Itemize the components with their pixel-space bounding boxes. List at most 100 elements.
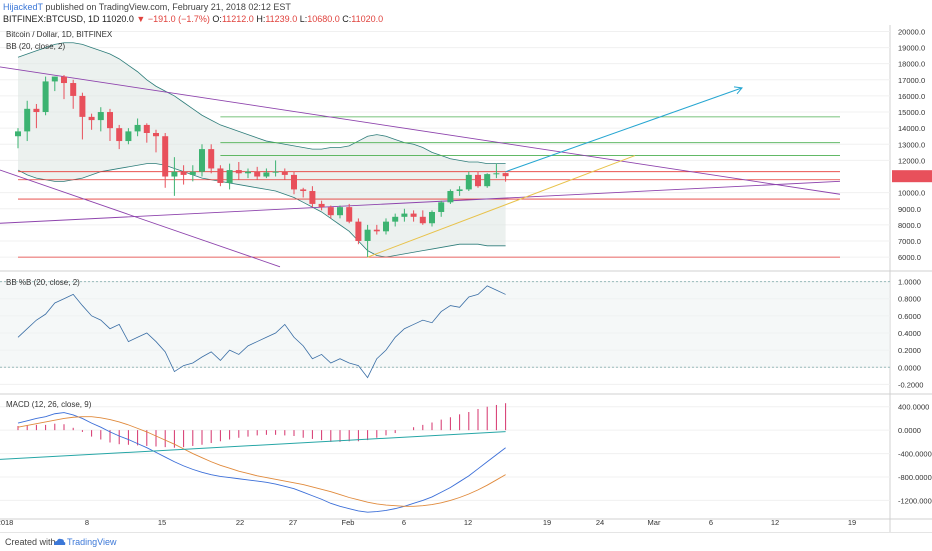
x-tick-label: 24 — [596, 518, 604, 527]
candle-body — [502, 173, 509, 177]
y-tick-label: 0.0000 — [898, 363, 921, 372]
x-tick-label: 19 — [543, 518, 551, 527]
x-tick-label: 8 — [85, 518, 89, 527]
y-tick-label: 8000.0 — [898, 221, 921, 230]
close-value: 11020.0 — [351, 14, 384, 24]
candle-body — [263, 172, 270, 177]
last-price: 11020.0 — [102, 14, 134, 24]
y-tick-label: 0.2000 — [898, 346, 921, 355]
bb-indicator-label: BB (20, close, 2) — [6, 42, 65, 51]
purple-trendline — [0, 169, 281, 268]
candle-body — [33, 108, 40, 113]
candle-body — [15, 131, 21, 137]
candle-body — [401, 213, 408, 217]
purple-trendline — [0, 66, 841, 195]
y-tick-label: 400.0000 — [898, 403, 929, 412]
candle-body — [245, 171, 251, 174]
macd-line — [17, 412, 506, 513]
y-tick-label: 7000.0 — [898, 237, 921, 246]
candle-body — [447, 191, 454, 203]
price-change: −191.0 (−1.7%) — [147, 14, 210, 24]
y-tick-label: 13000.0 — [898, 140, 925, 149]
tradingview-logo-icon — [52, 537, 66, 549]
candle-body — [337, 207, 343, 216]
y-tick-label: 6000.0 — [898, 253, 921, 262]
candle-body — [171, 171, 178, 177]
chart-canvas[interactable]: 20000.0 19000.0 18000.0 17000.0 16000.0 15000… — [0, 25, 932, 532]
candle-body — [327, 207, 334, 216]
candle-body — [475, 174, 481, 187]
candle-body — [79, 95, 86, 117]
candle-body — [153, 132, 159, 137]
arrow-head-icon — [733, 86, 743, 95]
candle-body — [465, 174, 472, 190]
candle-body — [300, 189, 307, 192]
candle-body — [70, 83, 77, 96]
bbp-line — [17, 285, 506, 379]
symbol-info: BITFINEX:BTCUSD, 1D 11020.0 ▼ −191.0 (−1… — [3, 14, 383, 24]
y-tick-label: 14000.0 — [898, 124, 925, 133]
y-tick-label: 0.6000 — [898, 312, 921, 321]
candle-body — [410, 213, 417, 217]
y-tick-label: 12000.0 — [898, 156, 925, 165]
x-tick-label: Feb — [342, 518, 355, 527]
candle-body — [116, 128, 123, 142]
candle-body — [419, 216, 426, 224]
candle-body — [291, 174, 297, 190]
last-price-marker — [892, 170, 932, 183]
publish-info: HijackedT published on TradingView.com, … — [3, 2, 291, 12]
candle-body — [309, 191, 316, 204]
x-tick-label: 6 — [709, 518, 713, 527]
y-tick-label: 9000.0 — [898, 205, 921, 214]
candle-body — [346, 207, 353, 222]
candle-body — [162, 136, 169, 177]
open-value: 11212.0 — [221, 14, 254, 24]
x-tick-label: 6 — [402, 518, 406, 527]
candle-body — [373, 229, 380, 232]
candle-body — [272, 171, 279, 173]
y-tick-label: 19000.0 — [898, 44, 925, 53]
x-tick-label: Mar — [648, 518, 661, 527]
candle-body — [143, 124, 150, 133]
y-tick-label: -1200.0000 — [898, 496, 932, 505]
candle-body — [355, 221, 362, 241]
candle-body — [456, 189, 463, 192]
x-tick-label: 12 — [464, 518, 472, 527]
candle-body — [42, 81, 49, 113]
x-tick-label: 12 — [771, 518, 779, 527]
y-tick-label: 0.4000 — [898, 329, 921, 338]
open-label: O: — [212, 14, 222, 24]
candle-body — [189, 171, 196, 175]
brand-link[interactable]: TradingView — [67, 537, 117, 547]
x-tick-label: 15 — [158, 518, 166, 527]
low-label: L: — [299, 14, 308, 24]
y-tick-label: 0.8000 — [898, 295, 921, 304]
candle-body — [125, 131, 132, 142]
y-tick-label: -400.0000 — [898, 450, 932, 459]
candle-body — [180, 171, 187, 175]
candle-body — [226, 170, 233, 183]
high-label: H: — [256, 14, 266, 24]
candle-body — [484, 174, 491, 187]
bollinger-band-fill — [18, 42, 506, 258]
candle-body — [318, 203, 325, 208]
y-tick-label: 18000.0 — [898, 60, 925, 69]
author-link[interactable]: HijackedT — [3, 2, 43, 12]
x-tick-label: 2018 — [0, 518, 13, 527]
candle-body — [208, 149, 215, 169]
candle-body — [392, 216, 399, 222]
candle-body — [217, 168, 224, 183]
high-value: 11239.0 — [265, 14, 298, 24]
purple-trendline — [0, 180, 841, 224]
close-label: C: — [342, 14, 352, 24]
y-tick-label: -0.2000 — [898, 380, 923, 389]
footer: Created with TradingView — [0, 532, 932, 551]
y-tick-label: -800.0000 — [898, 473, 932, 482]
y-tick-label: 10000.0 — [898, 189, 925, 198]
down-triangle-icon: ▼ — [136, 14, 146, 24]
candle-body — [24, 108, 31, 132]
rising-trendline — [367, 155, 636, 258]
signal-line — [17, 416, 506, 507]
candle-body — [383, 221, 389, 232]
macd-pane-title: MACD (12, 26, close, 9) — [6, 400, 92, 409]
